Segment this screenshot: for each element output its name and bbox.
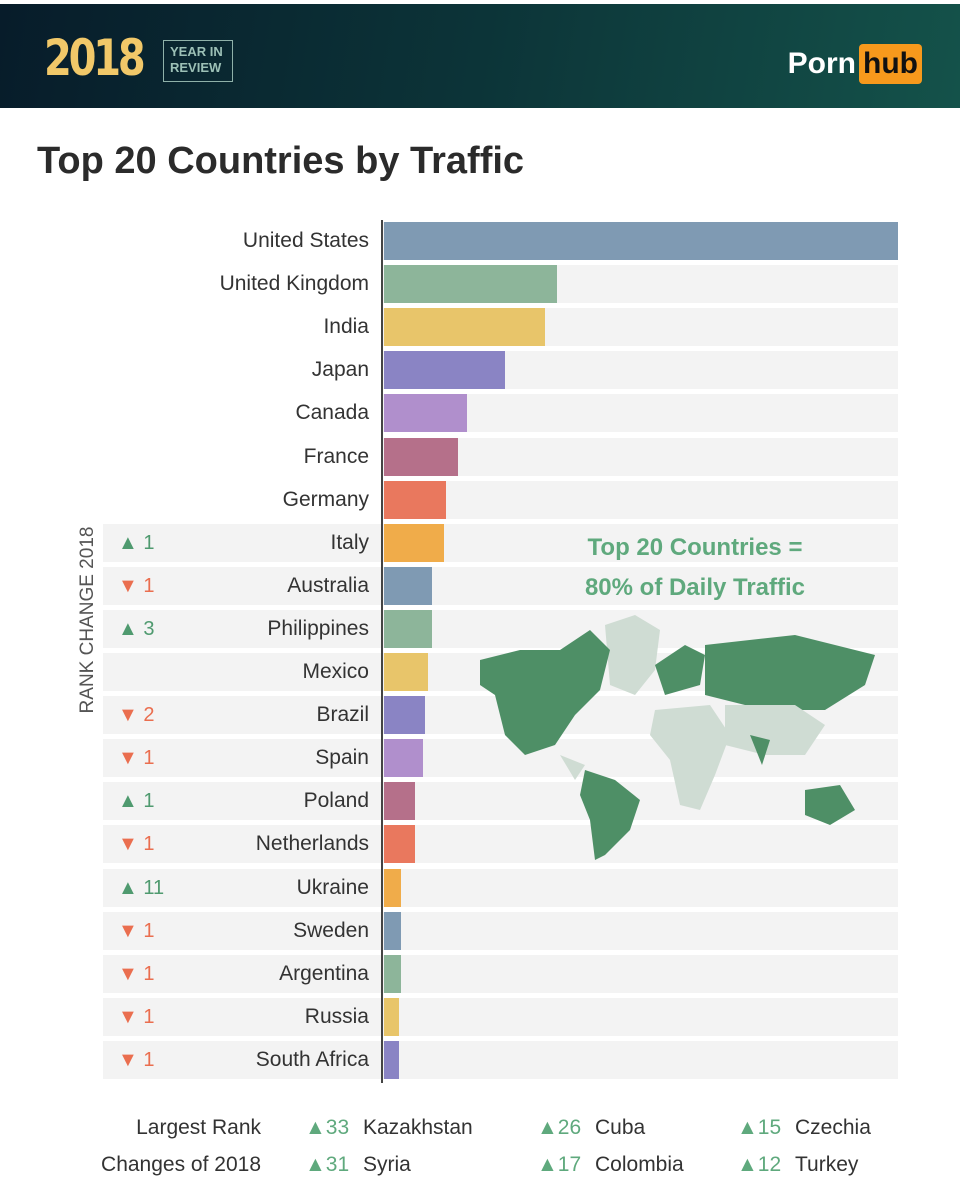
rank-change-value: ▲17 [537, 1153, 582, 1176]
annotation-line2: 80% of Daily Traffic [584, 574, 806, 601]
category-label: South Africa [255, 1047, 369, 1071]
footer-label-line2: Changes of 2018 [101, 1153, 261, 1176]
category-label: Canada [295, 401, 369, 425]
rank-change-label: ▼ 1 [118, 833, 155, 856]
bar-france [384, 437, 459, 476]
category-label: Australia [287, 573, 369, 597]
row-background [383, 437, 898, 476]
category-label: Russia [304, 1004, 369, 1028]
rank-change-value: ▲33 [305, 1116, 350, 1139]
bar-india [384, 308, 545, 347]
row-background [103, 868, 898, 907]
logo-box: hub [859, 44, 922, 84]
category-label: Germany [282, 487, 369, 511]
badge-line2: REVIEW [170, 60, 222, 75]
rank-change-axis-label: RANK CHANGE 2018 [77, 526, 98, 714]
bar-poland [384, 782, 415, 821]
bar-south-africa [384, 1040, 399, 1079]
rank-change-country: Kazakhstan [363, 1116, 473, 1139]
bar-japan [384, 351, 505, 390]
category-label: Netherlands [255, 832, 369, 856]
rank-change-country: Colombia [595, 1153, 684, 1176]
rank-change-country: Turkey [795, 1153, 859, 1176]
rank-change-label: ▲ 1 [118, 790, 155, 813]
row-background [103, 954, 898, 993]
bar-philippines [384, 609, 432, 648]
row-background [103, 825, 898, 864]
bar-spain [384, 739, 424, 778]
bar-argentina [384, 954, 401, 993]
rank-change-label: ▼ 1 [118, 962, 155, 985]
bar-brazil [384, 696, 426, 735]
bar-russia [384, 997, 399, 1036]
rank-change-country: Syria [363, 1153, 411, 1176]
rank-change-label: ▼ 1 [118, 1005, 155, 1028]
bar-australia [384, 566, 432, 605]
category-label: France [303, 444, 369, 468]
rank-change-label: ▼ 1 [118, 747, 155, 770]
bar-germany [384, 480, 446, 519]
logo: Porn hub [788, 44, 922, 84]
year-label: 2018 [44, 29, 146, 87]
row-background [383, 394, 898, 433]
chart-title: Top 20 Countries by Traffic [37, 140, 525, 182]
y-axis-line [381, 220, 383, 1083]
row-background [103, 1040, 898, 1079]
category-label: Poland [303, 789, 369, 813]
rank-change-label: ▲ 1 [118, 531, 155, 554]
category-label: Sweden [293, 918, 369, 942]
rank-change-label: ▲ 11 [118, 876, 165, 899]
category-label: Italy [330, 530, 369, 554]
row-background [383, 480, 898, 519]
rank-change-value: ▲26 [537, 1116, 582, 1139]
bar-mexico [384, 653, 428, 691]
rank-change-label: ▲ 3 [118, 617, 155, 640]
rank-change-label: ▼ 2 [118, 704, 155, 727]
category-label: United Kingdom [219, 272, 369, 296]
header-banner: 2018 YEAR IN REVIEW Porn hub [0, 4, 960, 108]
category-label: Japan [311, 358, 369, 382]
annotation-line1: Top 20 Countries = [587, 534, 803, 561]
logo-text: Porn [787, 47, 857, 80]
category-label: Philippines [267, 616, 369, 640]
bar-netherlands [384, 825, 415, 864]
row-background [103, 997, 898, 1036]
row-background [103, 782, 898, 821]
row-background [103, 523, 898, 562]
row-background [103, 911, 898, 950]
rank-change-label: ▼ 1 [118, 1048, 155, 1071]
bar-italy [384, 523, 445, 562]
bar-canada [384, 394, 467, 433]
category-label: Mexico [302, 660, 369, 683]
rank-change-value: ▲12 [737, 1153, 782, 1176]
world-map-icon [480, 615, 875, 860]
year-in-review-badge: YEAR IN REVIEW [163, 40, 233, 82]
rank-change-label: ▼ 1 [118, 919, 155, 942]
category-label: Ukraine [296, 875, 369, 899]
category-label: India [323, 315, 369, 339]
category-label: United States [242, 229, 369, 252]
rank-change-label: ▼ 1 [118, 574, 155, 597]
rank-change-country: Cuba [595, 1116, 646, 1139]
bar-sweden [384, 911, 401, 950]
rank-change-country: Czechia [795, 1116, 871, 1139]
bar-ukraine [384, 868, 401, 907]
category-label: Argentina [279, 961, 369, 985]
row-background [103, 566, 898, 605]
rank-change-value: ▲15 [737, 1116, 782, 1139]
annotation: Top 20 Countries = 80% of Daily Traffic [520, 528, 870, 608]
category-label: Brazil [316, 703, 369, 727]
bar-united-states [384, 222, 898, 260]
rank-change-value: ▲31 [305, 1153, 350, 1176]
bar-united-kingdom [384, 265, 557, 304]
footer-label-line1: Largest Rank [136, 1116, 261, 1139]
badge-line1: YEAR IN [170, 44, 223, 59]
category-label: Spain [315, 746, 369, 770]
